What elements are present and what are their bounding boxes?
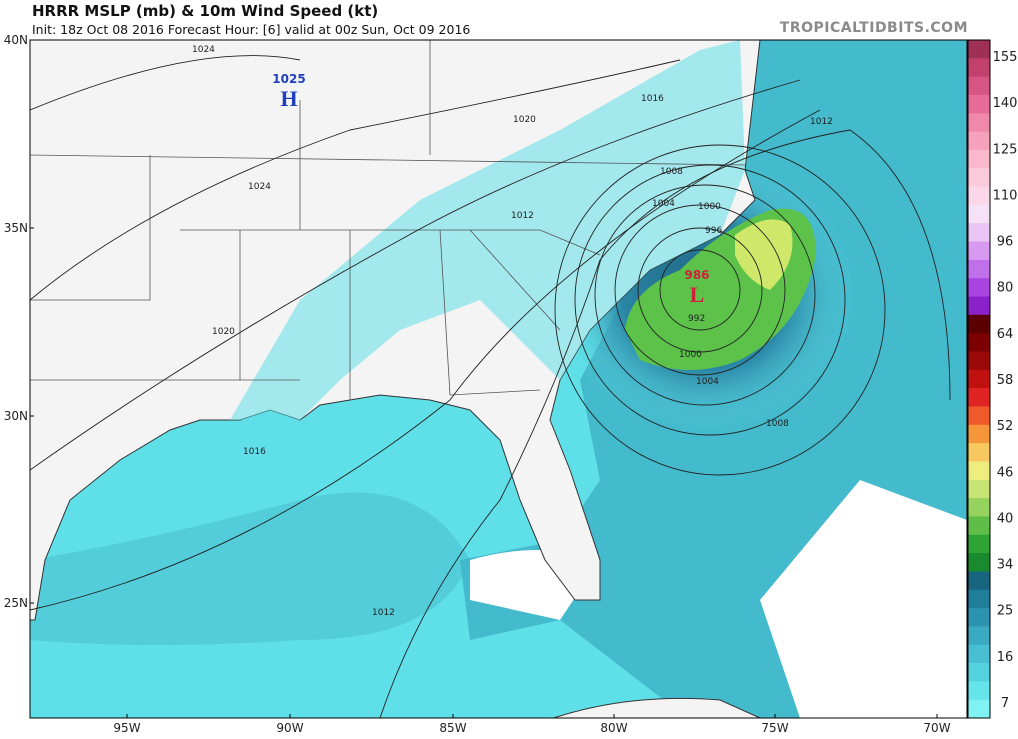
high-pressure-value: 1025 (272, 72, 305, 86)
isobar-label: 1016 (641, 94, 664, 104)
low-symbol: L (690, 282, 705, 307)
gulf-wind (30, 492, 470, 645)
latitude-label: 35N (4, 221, 28, 235)
colorbar-swatch (968, 424, 990, 444)
isobars (30, 55, 951, 718)
isobar-label: 996 (705, 226, 722, 236)
colorbar-swatch (968, 76, 990, 96)
map (30, 40, 967, 718)
credit: TROPICALTIDBITS.COM (780, 20, 968, 36)
colorbar-swatch (968, 461, 990, 481)
subtitle: Init: 18z Oct 08 2016 Forecast Hour: [6]… (32, 22, 470, 37)
isobar-label: 1012 (511, 211, 534, 221)
colorbar-swatch (968, 516, 990, 536)
colorbar-label: 25 (997, 604, 1014, 619)
isobar-label: 1008 (660, 167, 683, 177)
colorbar-frame (967, 39, 991, 719)
isobar-label: 1020 (513, 115, 536, 125)
colorbar-label: 155 (993, 50, 1018, 65)
longitude-label: 70W (923, 721, 950, 735)
isobar-label: 992 (688, 314, 705, 324)
colorbar-swatch (968, 553, 990, 572)
longitude-label: 90W (276, 721, 303, 735)
longitude-label: 95W (113, 721, 140, 735)
colorbar-swatch (968, 534, 990, 554)
colorbar-label: 52 (997, 419, 1014, 434)
isobar-labels: 1024 1020 1016 1012 1024 1008 1004 1000 … (192, 45, 833, 618)
latitude-label: 30N (4, 409, 28, 423)
isobar-label: 1016 (243, 447, 266, 457)
colorbar-swatch (968, 571, 990, 591)
colorbar-label: 7 (1001, 696, 1009, 711)
calm-area (760, 480, 967, 718)
colorbar-swatch (968, 186, 990, 206)
colorbar-swatch (968, 626, 990, 646)
isobar-label: 1000 (679, 350, 702, 360)
colorbar-label: 125 (993, 142, 1018, 157)
colorbar-label: 16 (997, 650, 1014, 665)
colorbar-swatch (968, 663, 990, 682)
colorbar-label: 34 (997, 558, 1014, 573)
colorbar-label: 140 (993, 96, 1018, 111)
colorbar-swatch (968, 333, 990, 353)
isobar-label: 1020 (212, 327, 235, 337)
borders (30, 40, 746, 400)
latitude-label: 40N (4, 33, 28, 47)
high-symbol: H (280, 86, 297, 111)
colorbar-swatch (968, 168, 990, 188)
title: HRRR MSLP (mb) & 10m Wind Speed (kt) (32, 2, 378, 20)
colorbar-label: 110 (993, 188, 1018, 203)
colorbar-label: 96 (997, 235, 1014, 250)
isobar-label: 1024 (192, 45, 215, 55)
colorbar-label: 58 (997, 373, 1014, 388)
colorbar-swatch (968, 259, 990, 279)
colorbar-swatch (968, 443, 990, 462)
colorbar-swatch (968, 351, 990, 371)
map-axes: 40N 35N 30N 25N 95W 90W 85W 80W 75W 70W (4, 33, 951, 735)
colorbar-swatch (968, 40, 990, 59)
isobar-label: 1012 (810, 117, 833, 127)
longitude-label: 80W (600, 721, 627, 735)
isobar-label: 1000 (698, 202, 721, 212)
colorbar-swatch (968, 278, 990, 298)
colorbar-swatch (968, 241, 990, 261)
colorbar-swatch (968, 314, 990, 334)
isobar-label: 1008 (766, 419, 789, 429)
colorbar-swatch (968, 681, 990, 701)
storm-yellow (735, 219, 793, 290)
isobar-label: 1012 (372, 608, 395, 618)
colorbar-label: 80 (997, 281, 1014, 296)
colorbar-swatch (968, 131, 990, 151)
isobar-label: 1024 (248, 182, 271, 192)
colorbar-swatch (968, 94, 990, 114)
colorbar-swatch (968, 644, 990, 664)
colorbar-swatch (968, 699, 990, 719)
colorbar-swatch (968, 204, 990, 224)
low-pressure-value: 986 (684, 268, 709, 282)
longitude-label: 85W (439, 721, 466, 735)
colorbar-label: 46 (997, 465, 1014, 480)
colorbar-swatch (968, 589, 990, 609)
colorbar: 155 140 125 110 96 80 64 58 52 46 40 34 25 16 7 (967, 39, 1018, 719)
colorbar-swatch (968, 369, 990, 389)
colorbar-swatch (968, 296, 990, 316)
colorbar-swatch (968, 388, 990, 407)
map-frame (29, 39, 968, 719)
colorbar-label: 40 (997, 511, 1014, 526)
latitude-label: 25N (4, 596, 28, 610)
colorbar-swatch (968, 58, 990, 78)
isobar-label: 1004 (696, 377, 719, 387)
colorbar-swatch (968, 608, 990, 627)
colorbar-swatch (968, 223, 990, 243)
isobar-label: 1004 (652, 199, 675, 209)
longitude-label: 75W (761, 721, 788, 735)
colorbar-label: 64 (997, 327, 1014, 342)
colorbar-swatch (968, 479, 990, 499)
colorbar-swatch (968, 498, 990, 517)
colorbar-swatch (968, 406, 990, 426)
colorbar-swatch (968, 149, 990, 169)
colorbar-swatch (968, 113, 990, 133)
cuba (499, 697, 761, 718)
